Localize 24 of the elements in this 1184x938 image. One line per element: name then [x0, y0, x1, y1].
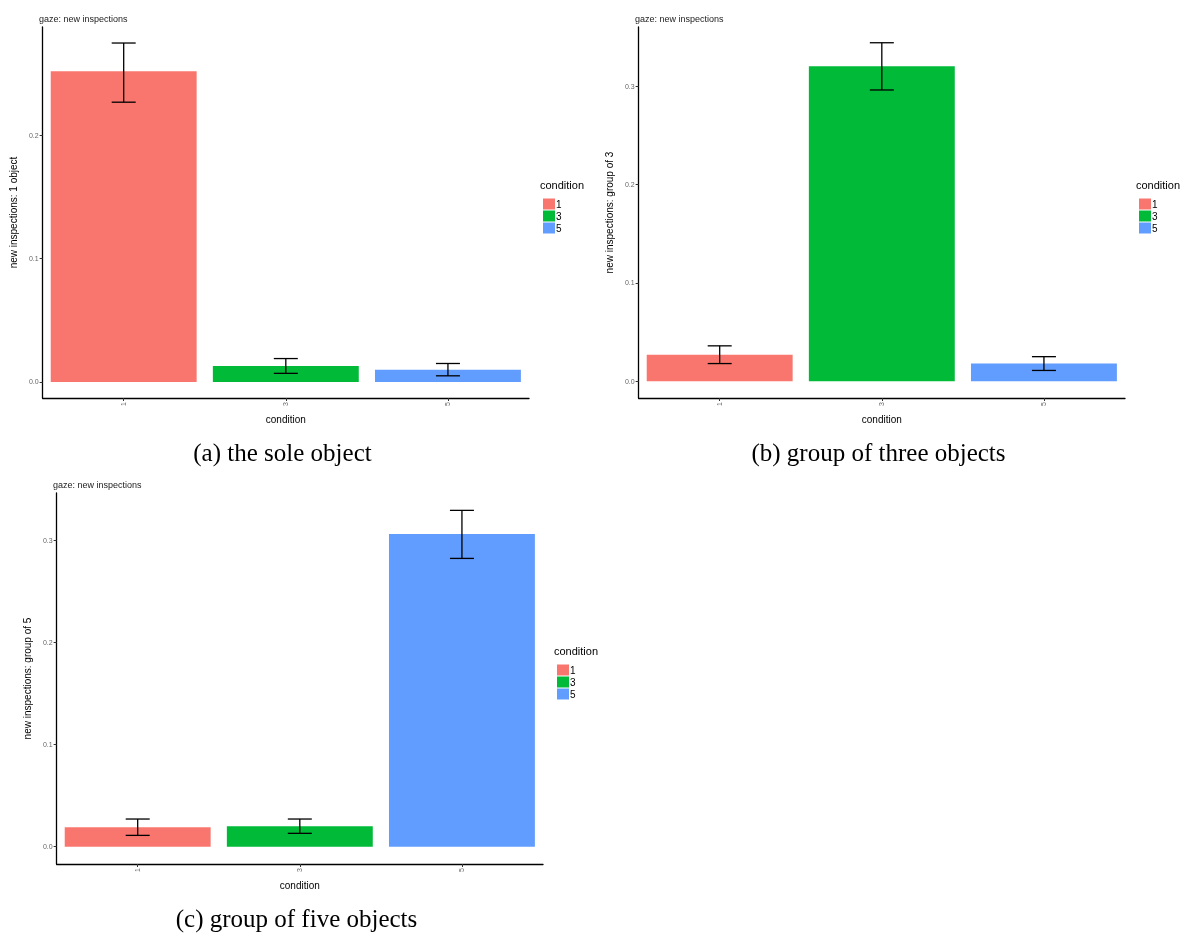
text: (a) the sole object: [193, 439, 372, 467]
x-axis-title: condition: [861, 413, 902, 425]
y-axis-title: new inspections: group of 3: [603, 151, 615, 274]
x-axis-title: condition: [279, 879, 320, 891]
legend-label: 1: [570, 664, 576, 676]
chart-title: gaze: new inspections: [53, 479, 143, 490]
chart-title: gaze: new inspections: [635, 13, 725, 24]
legend-label: 3: [556, 210, 562, 222]
chart-title: gaze: new inspections: [39, 13, 129, 24]
y-axis-title: new inspections: 1 object: [7, 156, 19, 269]
y-axis-title: new inspections: group of 5: [21, 617, 33, 740]
legend-title: condition: [540, 179, 585, 191]
x-axis-title: condition: [265, 413, 306, 425]
legend-title: condition: [1136, 179, 1181, 191]
text: (c) group of five objects: [175, 905, 418, 933]
legend-label: 1: [1152, 198, 1158, 210]
legend-title: condition: [554, 645, 599, 657]
legend-label: 5: [1152, 222, 1158, 234]
text: (b) group of three objects: [751, 439, 1006, 467]
legend-label: 5: [556, 222, 562, 234]
legend-label: 1: [556, 198, 562, 210]
legend-label: 3: [570, 676, 576, 688]
legend-label: 3: [1152, 210, 1158, 222]
legend-label: 5: [570, 688, 576, 700]
